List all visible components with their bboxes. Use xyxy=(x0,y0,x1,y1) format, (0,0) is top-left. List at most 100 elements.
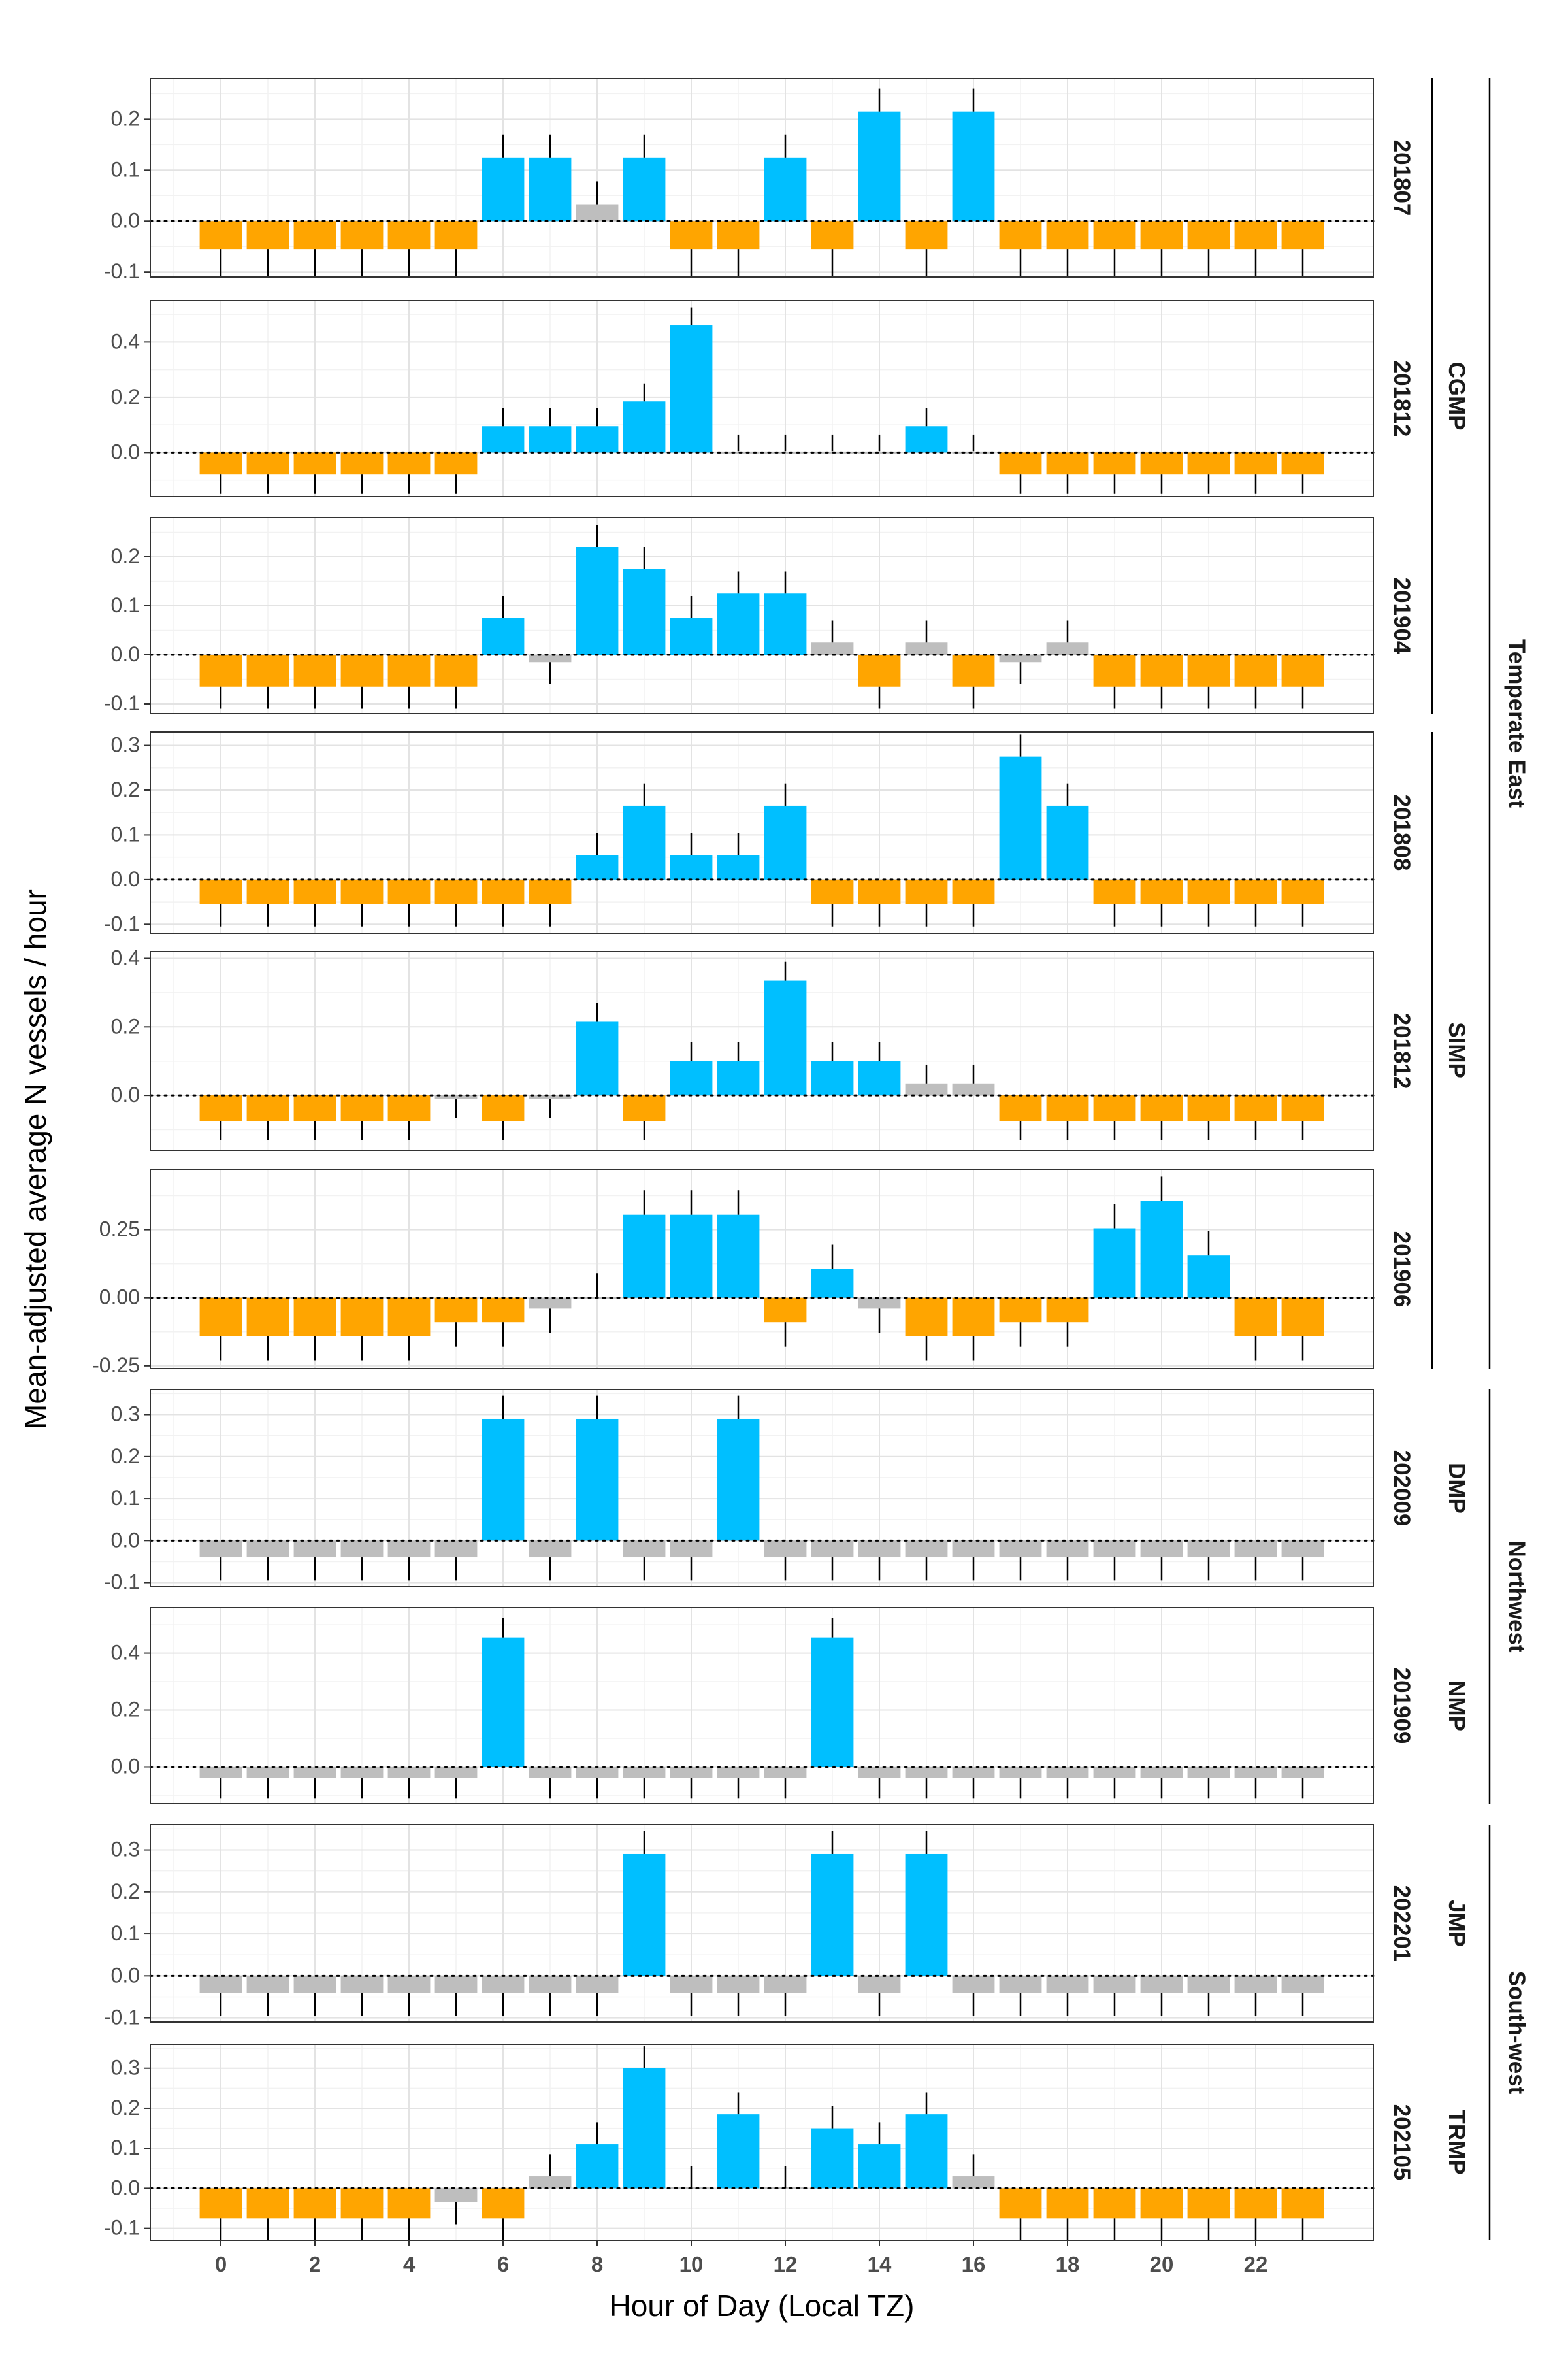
survey-label: 202009 xyxy=(1389,1450,1414,1527)
park-label: CGMP xyxy=(1444,362,1469,431)
bar xyxy=(1281,1976,1324,1993)
y-tick-label: -0.1 xyxy=(104,912,140,935)
bar xyxy=(764,805,807,880)
x-tick-label: 16 xyxy=(962,2252,986,2276)
bar xyxy=(1281,2188,1324,2219)
region-label: Northwest xyxy=(1504,1540,1529,1652)
y-tick-label: 0.4 xyxy=(111,329,140,353)
bar xyxy=(764,157,807,222)
bar xyxy=(246,452,289,475)
bar xyxy=(387,655,431,687)
bar xyxy=(905,1767,948,1778)
bar xyxy=(1234,452,1277,475)
bar xyxy=(1234,221,1277,250)
bar xyxy=(246,1976,289,1993)
bar xyxy=(576,426,619,453)
bar xyxy=(387,221,431,250)
bar xyxy=(434,655,478,687)
bar xyxy=(905,1540,948,1558)
x-tick-label: 6 xyxy=(497,2252,509,2276)
panel-border xyxy=(150,300,1374,497)
bar xyxy=(623,1853,666,1976)
bar xyxy=(576,547,619,655)
bar xyxy=(905,1297,948,1336)
bar xyxy=(811,1061,854,1096)
bar xyxy=(1093,1540,1136,1558)
bar xyxy=(387,1297,431,1336)
bar xyxy=(1140,655,1183,687)
y-tick-label: -0.1 xyxy=(104,691,140,715)
bar xyxy=(529,879,572,904)
y-tick-label: -0.1 xyxy=(104,2216,140,2240)
bar xyxy=(199,655,242,687)
y-tick-label: 0.0 xyxy=(111,2176,140,2199)
bar xyxy=(952,1297,995,1336)
y-tick-label: 0.2 xyxy=(111,2096,140,2119)
bar xyxy=(434,1976,478,1993)
y-tick-label: 0.4 xyxy=(111,1641,140,1665)
y-tick-label: 0.00 xyxy=(99,1286,140,1309)
bar xyxy=(811,1269,854,1298)
park-label: JMP xyxy=(1444,1900,1469,1947)
bar xyxy=(1187,1976,1230,1993)
bar xyxy=(529,1767,572,1778)
bar xyxy=(482,1976,525,1993)
bar xyxy=(340,655,384,687)
bar xyxy=(1093,2188,1136,2219)
survey-label: 202105 xyxy=(1389,2104,1414,2181)
bar xyxy=(199,1095,242,1121)
bar xyxy=(340,1095,384,1121)
bar xyxy=(246,879,289,904)
bar xyxy=(529,1976,572,1993)
y-tick-label: 0.1 xyxy=(111,1486,140,1510)
bar xyxy=(340,1297,384,1336)
bar xyxy=(529,1095,572,1099)
bar xyxy=(999,1297,1042,1323)
x-tick-label: 10 xyxy=(679,2252,704,2276)
bar xyxy=(293,1540,336,1558)
bar xyxy=(1281,1767,1324,1778)
bar xyxy=(1234,655,1277,687)
bar xyxy=(340,879,384,904)
bar xyxy=(246,1540,289,1558)
bar xyxy=(1093,879,1136,904)
bar xyxy=(387,1976,431,1993)
bar xyxy=(999,452,1042,475)
bar xyxy=(952,879,995,904)
bar xyxy=(434,1767,478,1778)
bar xyxy=(905,2114,948,2189)
bar xyxy=(858,655,901,687)
bar xyxy=(623,805,666,880)
bar xyxy=(1234,1297,1277,1336)
bar xyxy=(482,1637,525,1767)
bar xyxy=(858,1297,901,1309)
x-tick-label: 22 xyxy=(1244,2252,1268,2276)
bar xyxy=(1281,1095,1324,1121)
survey-label: 202201 xyxy=(1389,1885,1414,1962)
bar xyxy=(952,1540,995,1558)
bar xyxy=(1281,221,1324,250)
bar xyxy=(764,1540,807,1558)
bar xyxy=(199,1297,242,1336)
bar xyxy=(858,1976,901,1993)
survey-label: 201807 xyxy=(1389,140,1414,216)
bar xyxy=(387,1767,431,1778)
y-tick-label: 0.0 xyxy=(111,642,140,666)
y-tick-label: 0.2 xyxy=(111,1880,140,1903)
bar xyxy=(340,1976,384,1993)
bar xyxy=(1093,452,1136,475)
bar xyxy=(717,2114,760,2189)
bar xyxy=(293,1095,336,1121)
bar xyxy=(858,111,901,222)
bar xyxy=(199,452,242,475)
bar xyxy=(434,879,478,904)
bar xyxy=(999,655,1042,663)
bar xyxy=(199,221,242,250)
bar xyxy=(1093,655,1136,687)
x-tick-label: 8 xyxy=(591,2252,603,2276)
bar xyxy=(858,1061,901,1096)
bar xyxy=(1187,452,1230,475)
bar xyxy=(529,1540,572,1558)
park-label: TRMP xyxy=(1444,2110,1469,2174)
y-tick-label: 0.2 xyxy=(111,1014,140,1038)
